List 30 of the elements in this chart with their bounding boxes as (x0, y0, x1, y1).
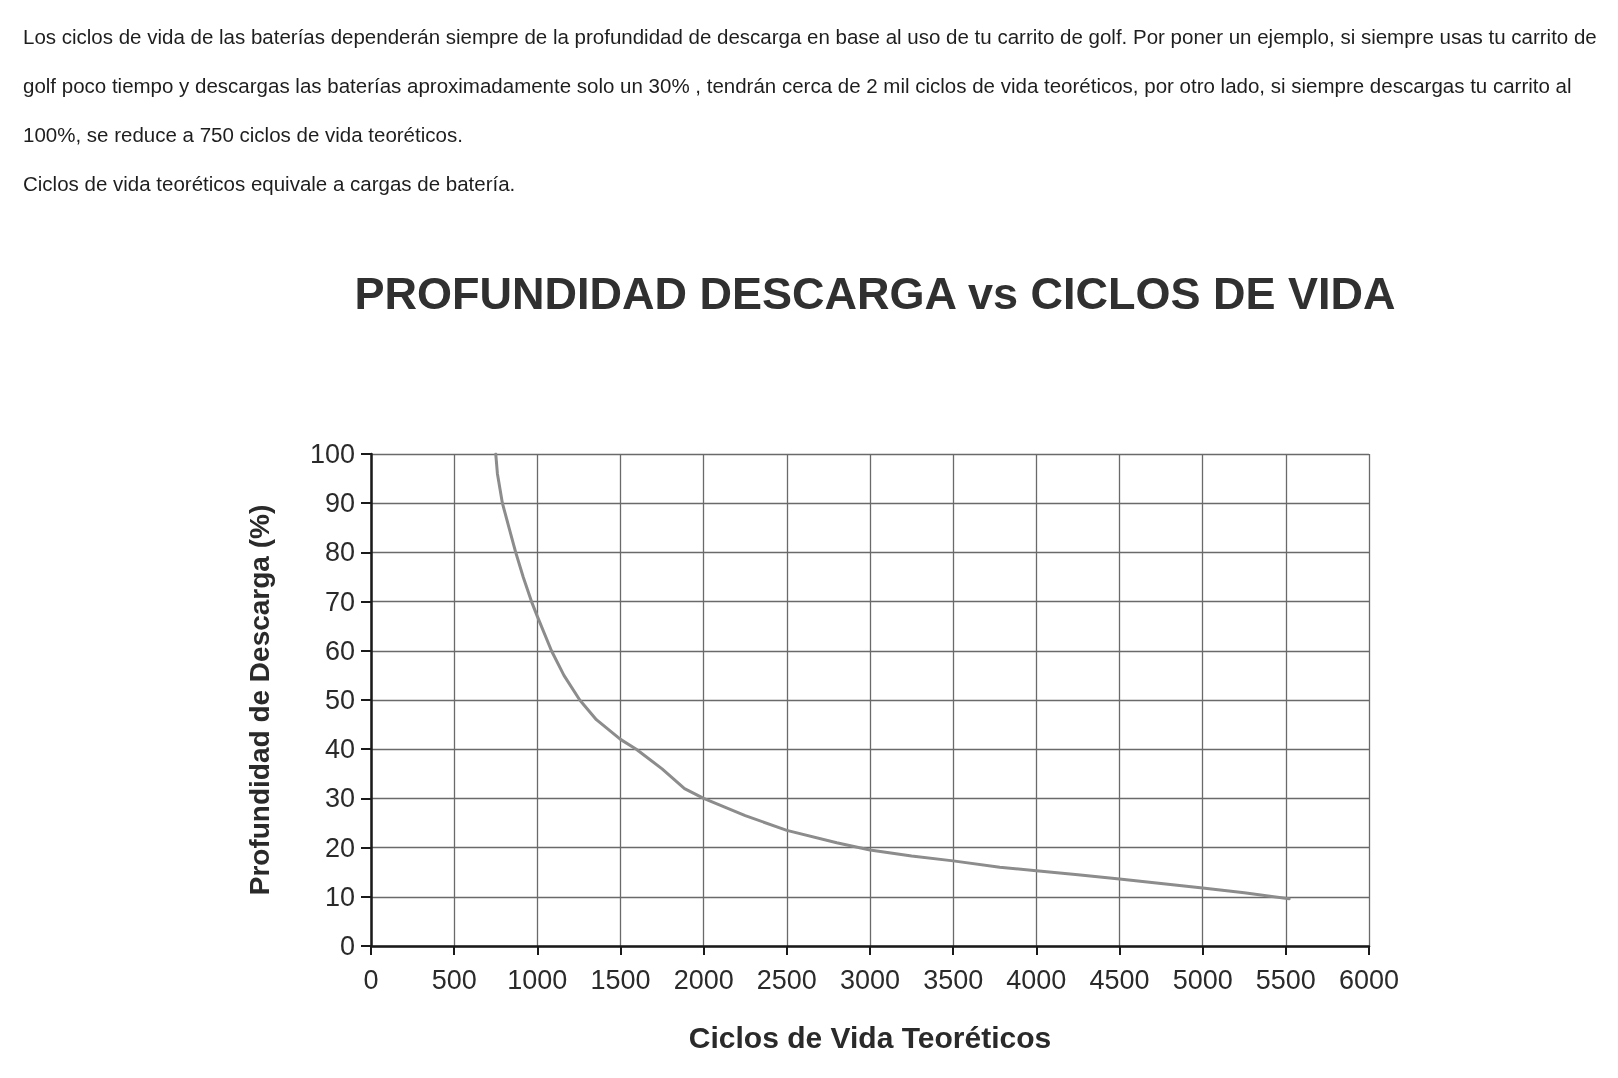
y-tick-label: 10 (324, 881, 355, 912)
y-tick-label: 90 (324, 488, 355, 519)
y-tick-label: 100 (309, 439, 355, 469)
y-tick-label: 60 (324, 635, 355, 666)
x-tick-label: 2500 (756, 964, 817, 995)
y-axis-title: Profundidad de Descarga (%) (243, 504, 275, 896)
text: Ciclos de vida teoréticos equivale a cargas de batería. (23, 171, 517, 197)
y-tick-label: 70 (324, 586, 355, 617)
x-tick-label: 3500 (923, 964, 984, 995)
x-axis-title: Ciclos de Vida Teoréticos (688, 1020, 1052, 1054)
y-tick-label: 50 (324, 685, 355, 715)
y-tick-label: 20 (324, 832, 355, 863)
x-tick-label: 4000 (1006, 964, 1067, 995)
y-tick-label: 80 (324, 537, 355, 568)
x-tick-label: 5500 (1255, 964, 1316, 995)
y-tick-label: 0 (339, 931, 355, 961)
x-tick-label: 1500 (590, 964, 651, 995)
x-tick-label: 5000 (1172, 964, 1233, 995)
x-tick-label: 2000 (673, 964, 734, 995)
y-tick-label: 30 (324, 783, 355, 814)
x-tick-label: 4500 (1089, 964, 1150, 995)
chart-title: PROFUNDIDAD DESCARGA vs CICLOS DE VIDA (354, 268, 1396, 319)
x-tick-label: 3000 (839, 964, 901, 995)
line-series (494, 452, 1291, 901)
x-tick-label: 500 (431, 964, 477, 995)
x-tick-label: 1000 (507, 964, 568, 995)
y-tick-label: 40 (324, 734, 355, 765)
text: Los ciclos de vida de las baterías dependerán siempre de la profundidad de descarga en base al uso de tu carrito de golf. Por poner un ejemplo, si siempre usas tu carrito de golf poco tiempo y descargas las baterías aproximadamente solo un 30% , tendrán cerca de 2 mil ciclos de vida teoréticos, por otro lado, si siempre descargas tu carrito al 100%, se reduce a 750 ciclos de vida teoréticos. (23, 25, 1597, 146)
x-tick-label: 0 (363, 964, 379, 995)
x-tick-label: 6000 (1338, 964, 1400, 995)
